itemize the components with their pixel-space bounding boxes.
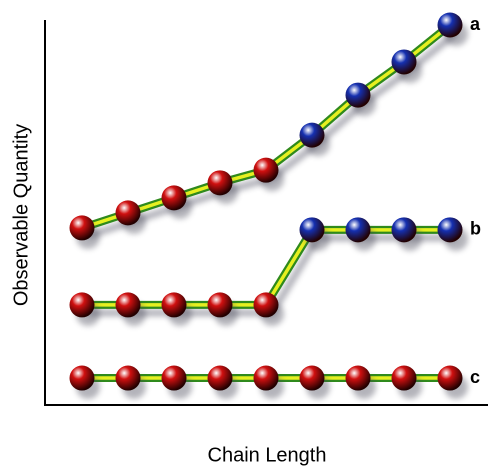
series-label: c: [470, 367, 480, 387]
x-axis-label: Chain Length: [208, 444, 327, 466]
point: [300, 123, 325, 148]
point: [162, 185, 187, 210]
point: [116, 292, 141, 317]
point: [116, 366, 141, 391]
point: [392, 366, 417, 391]
point: [162, 366, 187, 391]
point: [346, 366, 371, 391]
point: [346, 83, 371, 108]
point: [116, 200, 141, 225]
series-label: a: [470, 14, 481, 34]
page: Observable Quantity Chain Length abc (()…: [0, 0, 488, 471]
chart: Observable Quantity Chain Length a b c: [0, 0, 488, 471]
point: [208, 292, 233, 317]
point: [392, 49, 417, 74]
point: [438, 366, 463, 391]
point: [70, 215, 95, 240]
point: [300, 366, 325, 391]
point: [208, 366, 233, 391]
point: [300, 217, 325, 242]
point: [254, 366, 279, 391]
point: [254, 292, 279, 317]
point: [254, 158, 279, 183]
point: [392, 217, 417, 242]
point: [438, 13, 463, 38]
y-axis-label: Observable Quantity: [10, 124, 32, 306]
point: [208, 170, 233, 195]
series-label: b: [470, 219, 481, 239]
point: [346, 217, 371, 242]
point: [70, 366, 95, 391]
point: [162, 292, 187, 317]
point: [70, 292, 95, 317]
point: [438, 217, 463, 242]
